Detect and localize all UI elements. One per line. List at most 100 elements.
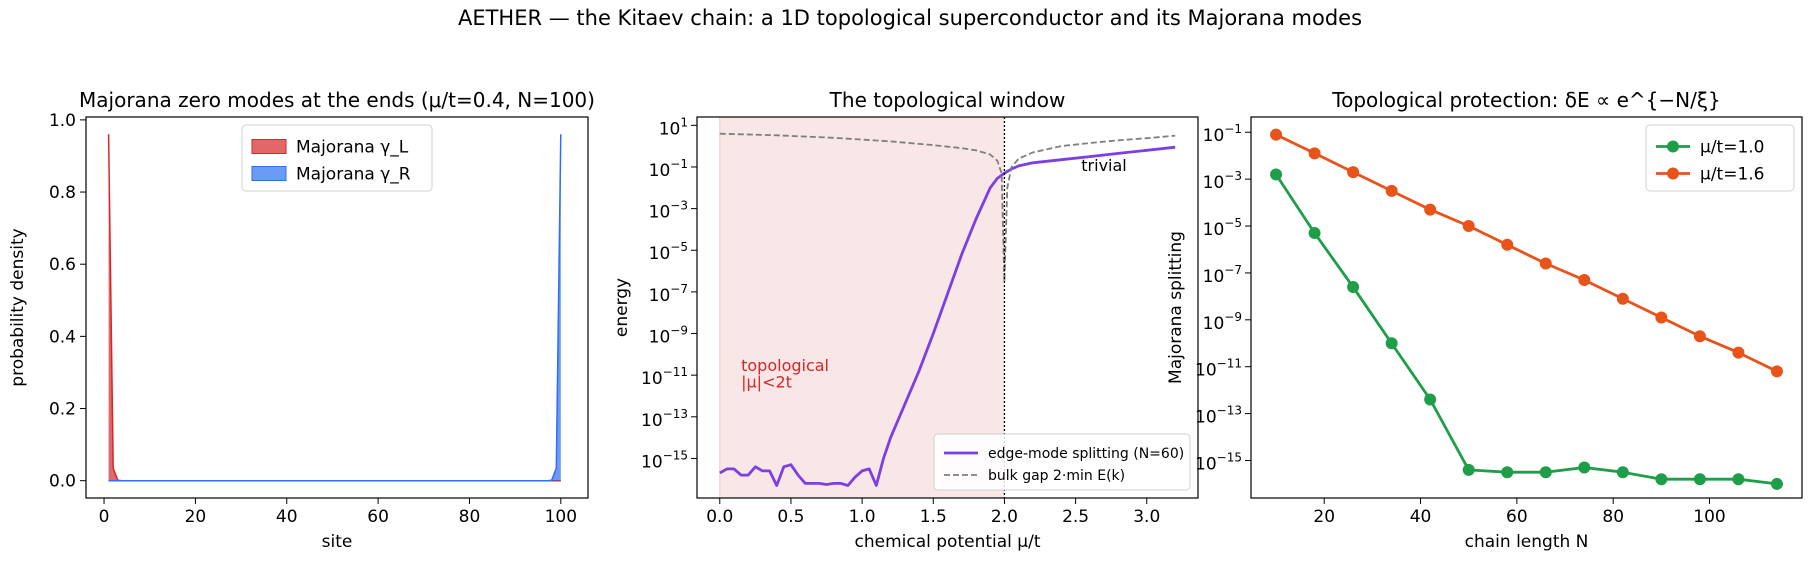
legend-label: Majorana γ_L	[296, 138, 409, 158]
data-point-2-2	[1308, 147, 1321, 160]
data-point-2-10	[1616, 292, 1629, 305]
data-point-1-7	[1501, 466, 1514, 479]
y-tick-label: 10−7	[649, 282, 688, 306]
x-axis-label: chain length N	[1465, 532, 1589, 552]
legend-box	[933, 433, 1191, 491]
y-tick-label: 10−9	[1203, 310, 1242, 334]
y-tick-label: 10−3	[1203, 169, 1242, 193]
legend-marker	[1667, 140, 1679, 153]
x-tick-label: 20	[185, 507, 207, 527]
chart-title: Majorana zero modes at the ends (μ/t=0.4…	[79, 88, 595, 112]
legend-marker	[1667, 167, 1679, 180]
legend-label: Majorana γ_R	[296, 165, 411, 185]
data-point-1-6	[1462, 463, 1475, 476]
legend-box	[241, 124, 433, 192]
legend-label: edge-mode splitting (N=60)	[988, 446, 1184, 462]
y-tick-label: 10−1	[649, 157, 688, 181]
data-point-2-3	[1347, 166, 1360, 179]
y-tick-label: 10−5	[649, 240, 688, 264]
data-point-2-11	[1655, 311, 1668, 324]
line-series-1	[1274, 173, 1778, 486]
legend-swatch	[251, 166, 287, 181]
annotation-1-2: |μ|<2t	[741, 373, 792, 392]
y-tick-label: 10−5	[1203, 216, 1242, 240]
x-tick-label: 40	[1410, 507, 1432, 527]
data-point-2-9	[1578, 273, 1591, 286]
legend: μ/t=1.0 μ/t=1.6	[1645, 124, 1795, 192]
line-series-2	[719, 132, 1176, 283]
x-tick-label: 40	[276, 507, 298, 527]
data-point-2-14	[1770, 365, 1783, 378]
x-tick-label: 2.5	[1062, 507, 1089, 527]
data-point-2-12	[1693, 330, 1706, 343]
legend: Majorana γ_L Majorana γ_R	[241, 124, 433, 192]
y-tick-label: 10−11	[641, 365, 688, 389]
y-tick-label: 10−13	[641, 407, 688, 431]
legend-label: μ/t=1.0	[1700, 138, 1765, 158]
area-outline-2	[108, 134, 562, 482]
data-point-1-14	[1770, 477, 1783, 490]
y-axis-label: Majorana splitting	[1166, 231, 1186, 384]
y-tick-label: 10−15	[641, 448, 688, 472]
x-tick-label: 2.0	[991, 507, 1018, 527]
data-point-2-6	[1462, 220, 1475, 233]
x-tick-label: 80	[1602, 507, 1624, 527]
y-tick-label: 10−13	[1195, 404, 1242, 428]
data-point-1-3	[1347, 280, 1360, 293]
x-tick-label: 100	[1693, 507, 1725, 527]
y-tick-label: 0.2	[49, 400, 76, 420]
data-point-2-4	[1385, 184, 1398, 197]
data-point-1-11	[1655, 473, 1668, 486]
data-point-1-2	[1308, 227, 1321, 240]
axes-frame	[1250, 116, 1803, 499]
line-series-1	[719, 145, 1176, 487]
x-axis-label: site	[322, 532, 353, 552]
data-point-1-8	[1539, 466, 1552, 479]
data-point-2-5	[1424, 203, 1437, 216]
data-point-1-5	[1424, 393, 1437, 406]
legend-label: bulk gap 2·min E(k)	[988, 468, 1125, 484]
data-point-1-13	[1732, 473, 1745, 486]
chart-1: Majorana zero modes at the ends (μ/t=0.4…	[8, 88, 595, 552]
x-tick-label: 20	[1313, 507, 1335, 527]
y-tick-label: 10−15	[1195, 450, 1242, 474]
axes-frame	[85, 116, 589, 499]
chart-3: Topological protection: δE ∝ e^{−N/ξ} 20 4…	[1166, 88, 1803, 552]
x-tick-label: 0	[99, 507, 110, 527]
y-axis-label: probability density	[8, 228, 28, 386]
data-point-1-9	[1578, 461, 1591, 474]
y-tick-label: 0.4	[49, 327, 76, 347]
x-tick-label: 60	[1506, 507, 1528, 527]
x-tick-label: 0.5	[777, 507, 804, 527]
data-point-1-10	[1616, 466, 1629, 479]
y-tick-label: 0.0	[49, 472, 76, 492]
data-point-2-7	[1501, 238, 1514, 251]
legend-swatch	[251, 139, 287, 154]
data-point-1-4	[1385, 337, 1398, 350]
figure-title: AETHER — the Kitaev chain: a 1D topologi…	[457, 6, 1363, 30]
x-tick-label: 80	[459, 507, 481, 527]
y-tick-label: 10−1	[1203, 122, 1242, 146]
y-tick-label: 10−9	[649, 324, 688, 348]
y-tick-label: 1.0	[49, 111, 76, 131]
chart-title: Topological protection: δE ∝ e^{−N/ξ}	[1331, 88, 1720, 112]
y-tick-label: 0.6	[49, 255, 76, 275]
chart-2: The topological window topological|μ|<2t t…	[612, 88, 1199, 552]
x-tick-label: 60	[367, 507, 389, 527]
x-tick-label: 3.0	[1133, 507, 1160, 527]
y-tick-label: 10−11	[1195, 357, 1242, 381]
data-point-2-13	[1732, 346, 1745, 359]
legend-label: μ/t=1.6	[1700, 165, 1765, 185]
y-axis-label: energy	[612, 278, 632, 337]
chart-title: The topological window	[829, 88, 1066, 112]
x-tick-label: 0.0	[706, 507, 733, 527]
data-point-2-1	[1270, 128, 1283, 141]
data-point-1-12	[1693, 473, 1706, 486]
x-tick-label: 1.5	[920, 507, 947, 527]
data-point-2-8	[1539, 257, 1552, 270]
annotation-1-1: topological	[741, 356, 829, 375]
x-tick-label: 1.0	[849, 507, 876, 527]
x-axis-label: chemical potential μ/t	[855, 532, 1041, 552]
legend: edge-mode splitting (N=60) bulk gap 2·min…	[933, 433, 1191, 491]
